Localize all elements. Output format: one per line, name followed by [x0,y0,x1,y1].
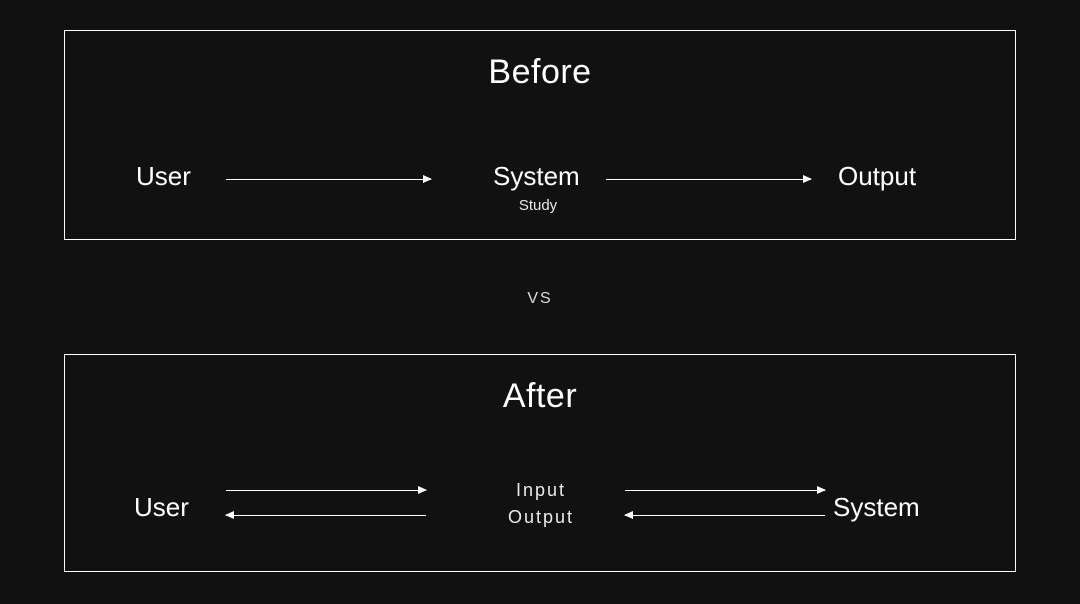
before-node-system-sublabel: Study [468,197,608,214]
arrow-right-icon [606,179,811,180]
after-mid-labels: Input Output [477,477,605,531]
after-node-system: System [833,492,920,523]
before-title: Before [65,53,1015,92]
arrow-right-icon [625,490,825,491]
arrow-left-icon [226,515,426,516]
arrow-left-icon [625,515,825,516]
before-node-system: System [493,161,580,192]
after-title: After [65,377,1015,416]
arrow-right-icon [226,179,431,180]
after-mid-label-output: Output [477,504,605,531]
vs-separator: VS [0,290,1080,308]
after-node-user: User [134,492,189,523]
before-panel: Before User System Study Output [64,30,1016,240]
before-node-user: User [136,161,191,192]
after-panel: After User System Input Output [64,354,1016,572]
arrow-right-icon [226,490,426,491]
before-node-output: Output [838,161,916,192]
after-mid-label-input: Input [477,477,605,504]
